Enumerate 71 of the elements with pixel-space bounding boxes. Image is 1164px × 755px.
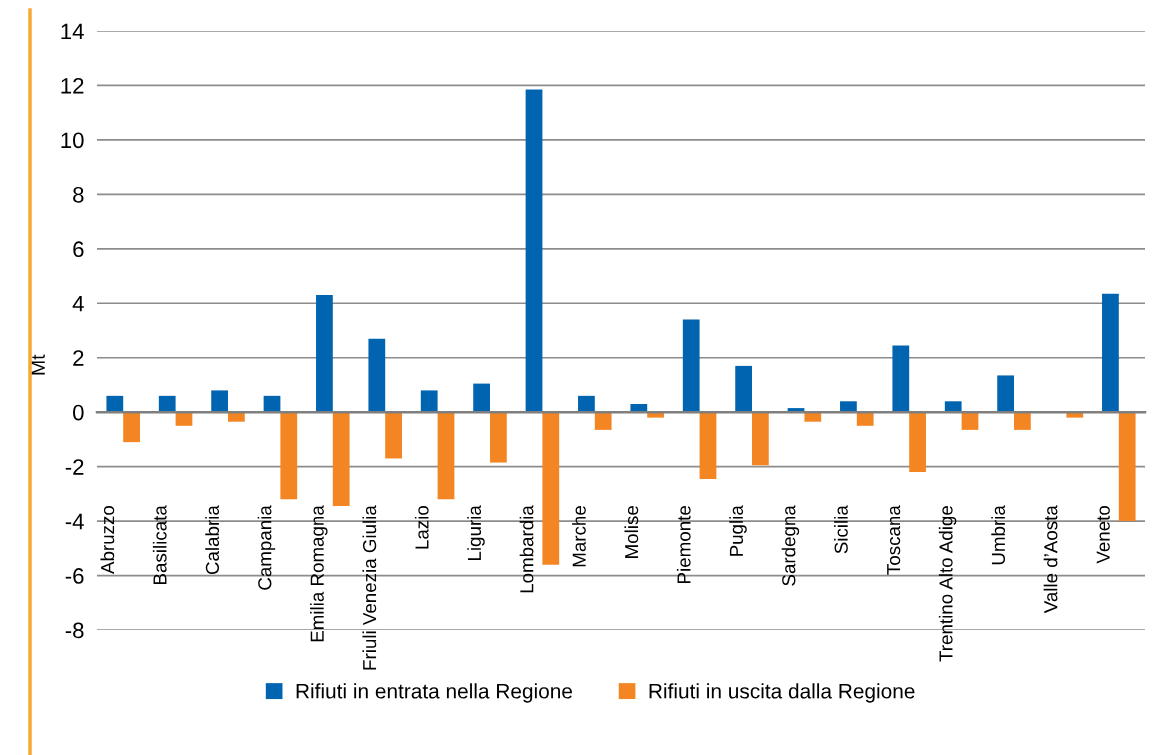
- x-tick-label: Puglia: [729, 505, 747, 556]
- bar: [420, 390, 438, 413]
- x-tick-label: Abruzzo: [100, 506, 115, 574]
- bar: [594, 412, 612, 430]
- bar: [892, 345, 910, 413]
- bar: [997, 375, 1014, 413]
- bar: [840, 401, 857, 413]
- y-tick-label: -4: [65, 513, 84, 530]
- x-tick-label: Trentino Alto Adige: [938, 506, 957, 662]
- x-tick-label: Basilicata: [152, 505, 167, 584]
- bar: [490, 412, 507, 463]
- bar: [578, 395, 595, 413]
- bar: [944, 401, 962, 413]
- x-tick-label: Lazio: [414, 506, 429, 549]
- y-tick-label: 12: [61, 77, 84, 94]
- bar: [1102, 293, 1119, 413]
- bar: [682, 319, 700, 413]
- bar: [332, 412, 350, 507]
- x-tick-label: Lombardia: [519, 505, 534, 593]
- x-tick-label: Calabria: [205, 505, 220, 575]
- bar: [752, 412, 769, 466]
- x-tick-label: Liguria: [467, 505, 485, 560]
- y-tick-label: 0: [73, 404, 84, 421]
- bar: [175, 412, 193, 426]
- bar: [856, 412, 874, 426]
- y-axis-title: Mt: [31, 354, 45, 375]
- x-tick-label: Sicilia: [834, 505, 848, 554]
- x-tick-label: Sardegna: [781, 505, 800, 586]
- bar: [437, 412, 455, 500]
- x-tick-label: Campania: [257, 505, 276, 590]
- y-tick-label: -2: [65, 459, 84, 475]
- bar: [316, 295, 333, 413]
- x-tick-label: Piemonte: [676, 506, 691, 583]
- bar: [1066, 412, 1084, 418]
- bar: [1014, 412, 1031, 430]
- y-tick-label: 2: [73, 350, 84, 366]
- x-tick-label: Toscana: [887, 505, 901, 575]
- bar: [699, 412, 717, 479]
- bar: [385, 412, 402, 459]
- legend-label: Rifiuti in entrata nella Regione: [296, 683, 572, 703]
- bar: [228, 412, 245, 422]
- x-tick-label: Friuli Venezia Giulia: [362, 505, 377, 670]
- bar: [123, 412, 140, 443]
- y-tick-label: 4: [72, 296, 84, 312]
- y-tick-label: 14: [61, 23, 84, 40]
- legend-label: Rifiuti in uscita dalla Regione: [649, 683, 915, 703]
- y-tick-label: 10: [61, 132, 84, 149]
- y-tick-label: 8: [73, 186, 84, 203]
- y-tick-label: 6: [73, 241, 84, 258]
- x-tick-label: Veneto: [1096, 506, 1110, 564]
- bar: [525, 89, 543, 413]
- bar: [647, 412, 664, 418]
- x-tick-label: Marche: [572, 506, 586, 567]
- y-tick-label: -6: [65, 568, 84, 584]
- x-tick-label: Umbria: [991, 505, 1006, 565]
- bar: [542, 412, 560, 565]
- bar: [368, 338, 386, 413]
- bar: [1118, 412, 1136, 522]
- x-tick-label: Emilia Romagna: [310, 505, 328, 642]
- y-tick-label: -8: [65, 622, 84, 639]
- bar: [909, 412, 926, 473]
- bar: [735, 365, 752, 413]
- bar: [961, 412, 979, 430]
- bar: [280, 412, 298, 500]
- bar: [158, 395, 176, 413]
- x-tick-label: Valle d’Aosta: [1043, 505, 1058, 614]
- x-tick-label: Molise: [624, 506, 639, 558]
- bar: [473, 383, 490, 413]
- bar: [804, 412, 822, 422]
- bar: [211, 390, 228, 413]
- bar: [106, 395, 124, 413]
